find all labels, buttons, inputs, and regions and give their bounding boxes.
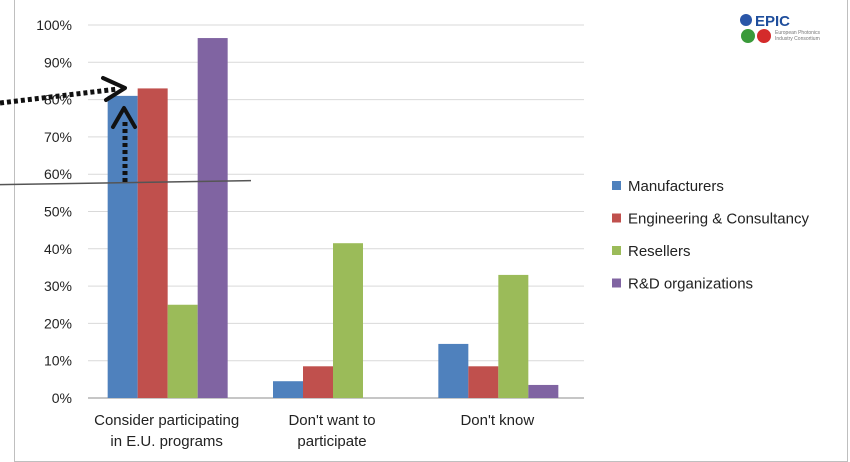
legend-label: Engineering & Consultancy [628,211,809,228]
logo-subtitle: Industry Consortium [775,36,820,42]
y-tick-label: 20% [44,315,72,331]
legend-swatch [612,213,621,223]
y-tick-label: 10% [44,353,72,369]
bar [303,366,333,398]
category-label: participate [297,433,366,450]
legend-label: Resellers [628,243,691,260]
logo-red-dot-icon [757,29,771,43]
category-label: Don't want to [288,412,375,429]
bar [273,381,303,398]
reference-line [0,179,252,186]
legend-label: R&D organizations [628,276,753,293]
legend-label: Manufacturers [628,178,724,195]
legend-swatch [612,181,621,190]
y-tick-label: 90% [44,54,72,70]
y-tick-label: 40% [44,241,72,257]
logo-subtitle: European Photonics [775,30,821,36]
bar [438,343,469,398]
y-tick-label: 70% [44,129,72,145]
legend-swatch [612,278,621,288]
y-tick-label: 0% [52,390,72,406]
logo-word: EPIC [755,13,790,30]
logo-blue-dot-icon [740,14,752,26]
arrow-head-icon [111,106,137,129]
bar [528,384,559,398]
bar [333,243,363,398]
dotted-arrow-horizontal [0,86,119,106]
y-tick-label: 100% [36,17,72,33]
category-label: in E.U. programs [110,433,223,450]
bar [197,38,228,399]
y-tick-label: 30% [44,278,72,294]
bar [468,366,499,398]
bar [107,95,138,399]
y-tick-label: 50% [44,204,72,220]
bar [498,274,529,398]
category-label: Don't know [460,412,534,429]
arrow-head-icon [101,76,127,102]
y-tick-label: 60% [44,166,72,182]
logo-green-dot-icon [741,29,755,43]
bar [167,304,198,398]
legend-swatch [612,246,621,255]
category-label: Consider participating [94,412,239,429]
bar [137,88,168,398]
